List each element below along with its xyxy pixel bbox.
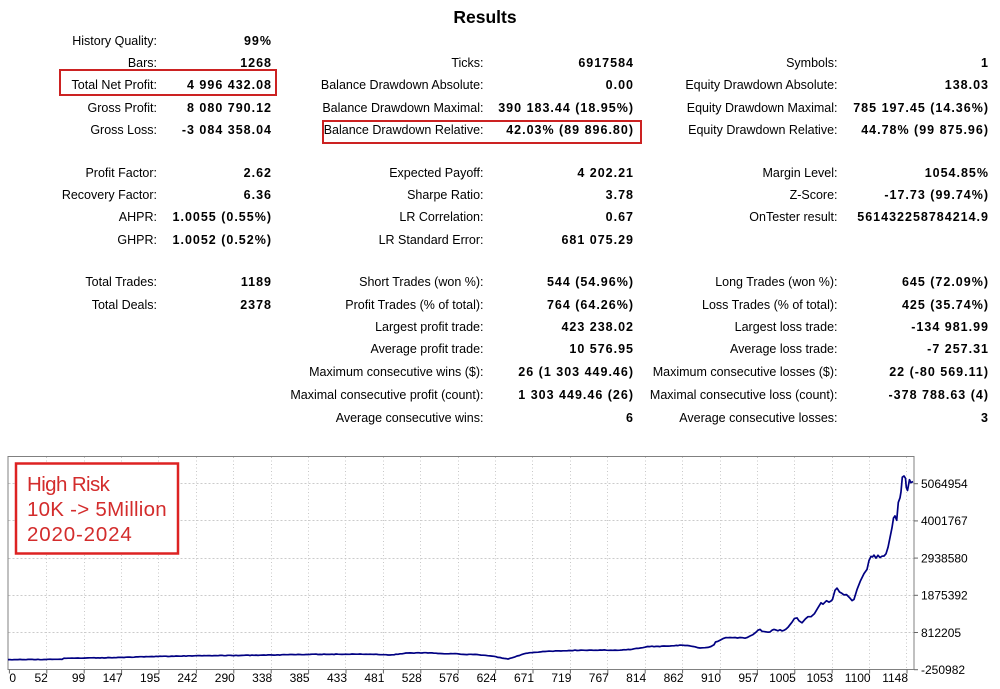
svg-text:719: 719 (551, 671, 571, 685)
svg-text:385: 385 (290, 671, 310, 685)
svg-text:814: 814 (626, 671, 646, 685)
svg-text:481: 481 (364, 671, 384, 685)
svg-text:52: 52 (34, 671, 48, 685)
svg-text:High Risk: High Risk (27, 473, 111, 496)
svg-text:2020-2024: 2020-2024 (27, 523, 133, 546)
svg-text:4001767: 4001767 (921, 514, 968, 528)
svg-text:195: 195 (140, 671, 160, 685)
svg-text:862: 862 (664, 671, 684, 685)
svg-text:2938580: 2938580 (921, 551, 968, 565)
svg-text:767: 767 (589, 671, 609, 685)
svg-text:99: 99 (72, 671, 86, 685)
svg-text:1148: 1148 (882, 671, 908, 685)
svg-text:338: 338 (252, 671, 272, 685)
svg-text:812205: 812205 (921, 626, 961, 640)
svg-text:671: 671 (514, 671, 534, 685)
svg-text:147: 147 (103, 671, 123, 685)
svg-text:1100: 1100 (845, 671, 871, 685)
svg-text:528: 528 (402, 671, 422, 685)
svg-text:433: 433 (327, 671, 347, 685)
svg-text:5064954: 5064954 (921, 477, 968, 491)
svg-text:1875392: 1875392 (921, 589, 968, 603)
svg-text:624: 624 (477, 671, 497, 685)
svg-text:290: 290 (215, 671, 235, 685)
svg-text:-250982: -250982 (921, 663, 965, 677)
svg-text:10K -> 5Million: 10K -> 5Million (27, 498, 167, 521)
svg-text:1053: 1053 (806, 671, 833, 685)
svg-text:1005: 1005 (769, 671, 796, 685)
svg-text:0: 0 (9, 671, 16, 685)
svg-text:910: 910 (701, 671, 721, 685)
svg-text:242: 242 (177, 671, 197, 685)
svg-text:576: 576 (439, 671, 459, 685)
svg-text:957: 957 (738, 671, 758, 685)
